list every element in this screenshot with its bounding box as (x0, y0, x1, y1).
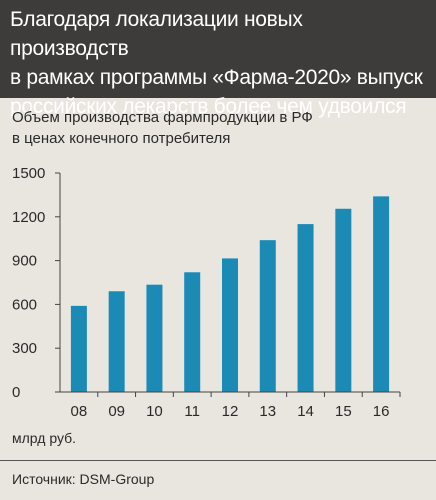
x-tick-label: 14 (297, 403, 314, 420)
y-tick-label: 0 (12, 384, 20, 401)
bar-09 (108, 291, 125, 392)
chart-title: Благодаря локализации новых производств … (10, 5, 426, 121)
bar-13 (259, 240, 276, 392)
bar-16 (373, 196, 390, 392)
bar-chart: 0 300 600 900 1200 1500 08 09 10 11 12 13 14 15 16 (12, 165, 401, 420)
x-tick-label: 08 (71, 403, 88, 420)
bar-15 (335, 208, 352, 392)
title-line-1: Благодаря локализации новых производств (10, 8, 303, 60)
subtitle-line-2: в ценах конечного потребителя (12, 130, 231, 147)
bar-10 (146, 284, 163, 392)
source-note: Источник: DSM-Group (12, 471, 155, 487)
y-axis: 0 300 600 900 1200 1500 (12, 165, 61, 401)
x-tick-label: 16 (373, 403, 390, 420)
bars (70, 196, 390, 392)
bar-11 (184, 272, 201, 392)
x-tick-label: 12 (222, 403, 239, 420)
x-tick-label: 11 (184, 403, 200, 420)
title-line-3: российских лекарств более чем удвоился (10, 95, 407, 118)
x-tick-label: 09 (108, 403, 125, 420)
y-tick-label: 600 (12, 296, 37, 313)
x-tick-label: 15 (335, 403, 352, 420)
y-tick-label: 1500 (12, 165, 45, 182)
y-tick-label: 1200 (12, 209, 45, 226)
bar-14 (297, 224, 314, 392)
bar-12 (222, 258, 238, 392)
title-line-2: в рамках программы «Фарма-2020» выпуск (10, 66, 423, 89)
y-tick-label: 900 (12, 253, 37, 270)
source-divider (0, 460, 436, 461)
x-tick-label: 13 (259, 403, 276, 420)
header-bar: Благодаря локализации новых производств … (0, 0, 436, 118)
units-label: млрд руб. (12, 430, 77, 446)
subtitle-line-1: Объем производства фармпродукции в РФ (12, 109, 313, 126)
y-tick-label: 300 (12, 340, 37, 357)
x-axis: 08 09 10 11 12 13 14 15 16 (60, 391, 401, 420)
bar-08 (70, 305, 87, 392)
chart-subtitle: Объем производства фармпродукции в РФ в … (12, 107, 422, 149)
x-tick-label: 10 (146, 403, 163, 420)
